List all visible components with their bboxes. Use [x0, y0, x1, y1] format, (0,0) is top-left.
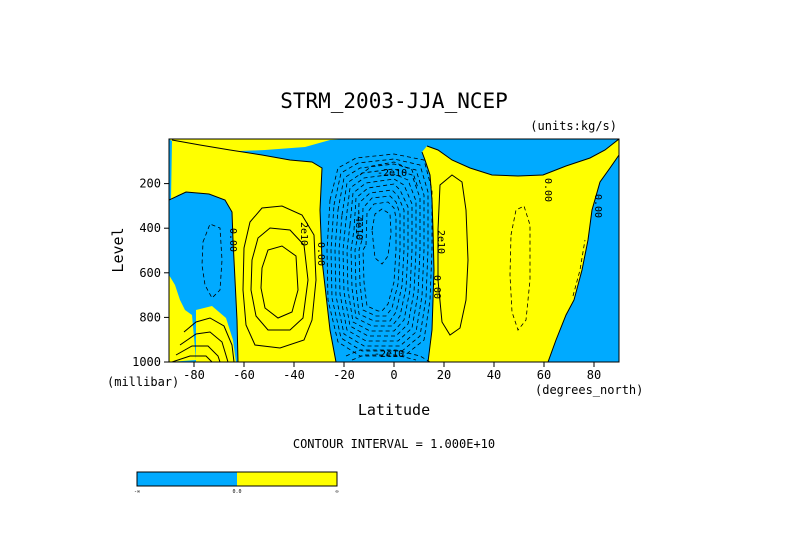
contour-label: -2e10	[374, 349, 404, 360]
contour-labels: 0.00 2e10 0.00 -4e10 -2e10 2e10 0.00 0.0…	[227, 168, 603, 360]
colorbar: -∞ 0.0 ∞	[134, 471, 339, 495]
positive-region-southern-surface	[196, 306, 236, 362]
colorbar-negative	[137, 472, 237, 486]
negative-contour-lines	[201, 153, 586, 362]
x-tick-label: 80	[587, 368, 601, 382]
x-unit-label: (degrees_north)	[535, 383, 643, 397]
x-tick-label: -80	[183, 368, 205, 382]
units-label: (units:kg/s)	[530, 119, 617, 133]
chart-title: STRM_2003-JJA_NCEP	[280, 89, 508, 113]
positive-contour-lines	[171, 174, 469, 362]
positive-region-northern-cell	[422, 139, 619, 362]
contour-label: -2e10	[377, 168, 407, 179]
plot-area: 0.00 2e10 0.00 -4e10 -2e10 2e10 0.00 0.0…	[169, 139, 619, 362]
contour-label: 0.00	[227, 228, 238, 252]
x-tick-label: -60	[233, 368, 255, 382]
x-tick-label: 0	[390, 368, 397, 382]
x-tick-label: -40	[283, 368, 305, 382]
colorbar-tick-label: -∞	[134, 489, 140, 495]
colorbar-tick-label: ∞	[335, 489, 338, 495]
x-tick-label: -20	[333, 368, 355, 382]
contour-label: 0.00	[431, 275, 442, 299]
x-axis-label: Latitude	[358, 401, 430, 419]
colorbar-positive	[237, 472, 337, 486]
x-tick-label: 20	[437, 368, 451, 382]
contour-label: 2e10	[298, 222, 309, 246]
x-tick-label: 40	[487, 368, 501, 382]
colorbar-tick-label: 0.0	[232, 489, 241, 495]
contour-label: 2e10	[435, 230, 446, 254]
y-tick-label: 1000	[132, 355, 161, 369]
y-tick-label: 200	[139, 177, 161, 191]
y-tick-label: 800	[139, 310, 161, 324]
zero-contour-lines	[169, 139, 619, 362]
y-tick-label: 400	[139, 221, 161, 235]
y-unit-label: (millibar)	[107, 375, 179, 389]
colorbar-frame	[136, 471, 338, 487]
x-tick-label: 60	[537, 368, 551, 382]
positive-region-deep-south	[169, 275, 196, 362]
contour-label: -4e10	[353, 210, 364, 240]
axes: -80 -60 -40 -20 0 20 40 60 80 200 400 600 800 1000	[132, 177, 601, 382]
positive-region-southern-cell	[171, 140, 336, 362]
contour-label: 0.00	[542, 178, 553, 202]
y-axis-label: Level	[109, 227, 127, 272]
contour-interval-text: CONTOUR INTERVAL = 1.000E+10	[293, 437, 495, 451]
contour-label: 0.00	[592, 194, 603, 218]
y-tick-label: 600	[139, 266, 161, 280]
contour-label: 0.00	[315, 242, 326, 266]
